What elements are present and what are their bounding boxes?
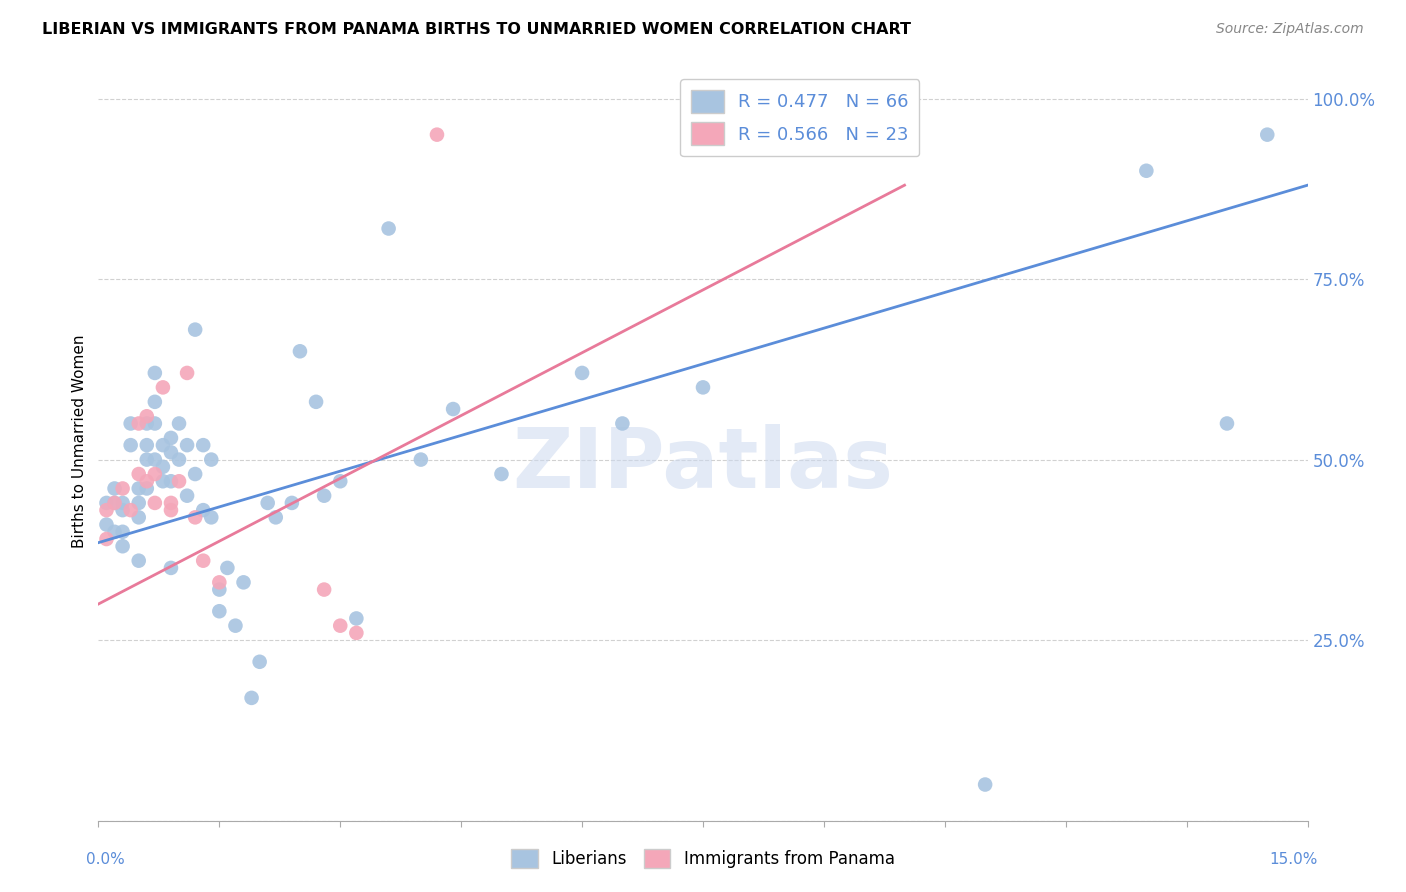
Point bbox=[167, 452, 190, 467]
Point bbox=[128, 467, 150, 481]
Point bbox=[143, 452, 166, 467]
Point bbox=[128, 496, 150, 510]
Point bbox=[96, 532, 118, 546]
Point bbox=[96, 496, 118, 510]
Point bbox=[240, 690, 263, 705]
Point bbox=[256, 496, 278, 510]
Point bbox=[103, 496, 125, 510]
Point bbox=[152, 438, 174, 452]
Point bbox=[143, 467, 166, 481]
Point bbox=[288, 344, 311, 359]
Point bbox=[224, 618, 246, 632]
Point bbox=[184, 467, 207, 481]
Point bbox=[974, 778, 997, 792]
Point bbox=[152, 459, 174, 474]
Point bbox=[208, 575, 231, 590]
Point bbox=[96, 503, 118, 517]
Point bbox=[152, 475, 174, 489]
Point bbox=[135, 475, 157, 489]
Point bbox=[193, 554, 215, 568]
Point bbox=[377, 221, 399, 235]
Point bbox=[160, 475, 183, 489]
Point bbox=[120, 438, 142, 452]
Point bbox=[1216, 417, 1239, 431]
Point bbox=[103, 482, 125, 496]
Point bbox=[208, 604, 231, 618]
Point bbox=[152, 380, 174, 394]
Point bbox=[305, 394, 328, 409]
Point bbox=[329, 618, 352, 632]
Point bbox=[135, 482, 157, 496]
Point bbox=[167, 417, 190, 431]
Point bbox=[143, 394, 166, 409]
Point bbox=[160, 561, 183, 575]
Text: ZIPatlas: ZIPatlas bbox=[513, 424, 893, 505]
Point bbox=[208, 582, 231, 597]
Point bbox=[232, 575, 254, 590]
Point bbox=[143, 417, 166, 431]
Point bbox=[135, 452, 157, 467]
Point bbox=[184, 510, 207, 524]
Point bbox=[135, 438, 157, 452]
Legend: R = 0.477   N = 66, R = 0.566   N = 23: R = 0.477 N = 66, R = 0.566 N = 23 bbox=[681, 79, 920, 156]
Legend: Liberians, Immigrants from Panama: Liberians, Immigrants from Panama bbox=[505, 842, 901, 875]
Point bbox=[193, 503, 215, 517]
Point bbox=[281, 496, 304, 510]
Point bbox=[612, 417, 634, 431]
Text: 15.0%: 15.0% bbox=[1270, 852, 1317, 867]
Point bbox=[314, 489, 336, 503]
Point bbox=[96, 517, 118, 532]
Point bbox=[120, 417, 142, 431]
Point bbox=[135, 417, 157, 431]
Point bbox=[176, 366, 198, 380]
Point bbox=[264, 510, 287, 524]
Point bbox=[111, 482, 134, 496]
Point bbox=[193, 438, 215, 452]
Point bbox=[160, 445, 183, 459]
Point bbox=[329, 475, 352, 489]
Point bbox=[249, 655, 271, 669]
Point bbox=[128, 417, 150, 431]
Point bbox=[1256, 128, 1278, 142]
Point bbox=[176, 438, 198, 452]
Point bbox=[692, 380, 714, 394]
Point bbox=[160, 496, 183, 510]
Point bbox=[217, 561, 239, 575]
Point bbox=[111, 539, 134, 553]
Point bbox=[128, 510, 150, 524]
Text: Source: ZipAtlas.com: Source: ZipAtlas.com bbox=[1216, 22, 1364, 37]
Point bbox=[167, 475, 190, 489]
Point bbox=[111, 496, 134, 510]
Point bbox=[184, 323, 207, 337]
Point bbox=[200, 510, 222, 524]
Point bbox=[160, 431, 183, 445]
Point bbox=[1135, 163, 1157, 178]
Point bbox=[135, 409, 157, 424]
Point bbox=[143, 496, 166, 510]
Point bbox=[120, 503, 142, 517]
Point bbox=[409, 452, 432, 467]
Point bbox=[571, 366, 593, 380]
Point bbox=[128, 482, 150, 496]
Point bbox=[176, 489, 198, 503]
Point bbox=[491, 467, 513, 481]
Point bbox=[344, 626, 367, 640]
Point bbox=[111, 503, 134, 517]
Point bbox=[160, 503, 183, 517]
Point bbox=[111, 524, 134, 539]
Point bbox=[314, 582, 336, 597]
Point bbox=[128, 554, 150, 568]
Point bbox=[103, 496, 125, 510]
Point bbox=[200, 452, 222, 467]
Point bbox=[143, 366, 166, 380]
Point bbox=[103, 524, 125, 539]
Text: 0.0%: 0.0% bbox=[86, 852, 125, 867]
Text: LIBERIAN VS IMMIGRANTS FROM PANAMA BIRTHS TO UNMARRIED WOMEN CORRELATION CHART: LIBERIAN VS IMMIGRANTS FROM PANAMA BIRTH… bbox=[42, 22, 911, 37]
Point bbox=[441, 402, 464, 417]
Point bbox=[426, 128, 449, 142]
Point bbox=[344, 611, 367, 625]
Y-axis label: Births to Unmarried Women: Births to Unmarried Women bbox=[72, 334, 87, 549]
